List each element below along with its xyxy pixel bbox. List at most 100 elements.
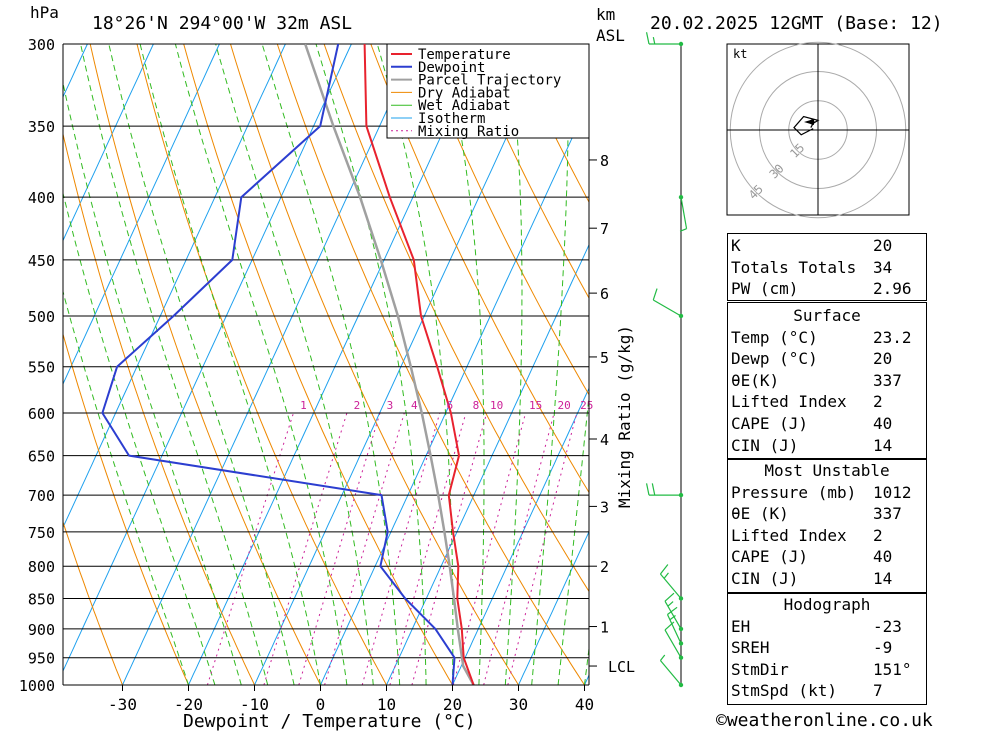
isotherm-line	[63, 44, 286, 529]
isotherm-line	[122, 44, 418, 685]
temperature-tick-label: 0	[316, 695, 326, 714]
dry-adiabat-line	[370, 44, 589, 494]
footer-site[interactable]: weatheronline.co.uk	[726, 710, 933, 731]
wind-barb-dot	[678, 492, 684, 498]
mixing-ratio-label: 8	[473, 399, 480, 412]
wind-barb-feather	[645, 483, 650, 496]
height-tick-label: 3	[600, 498, 609, 516]
stmdir-label: StmDir	[731, 659, 789, 679]
wind-barb-feather	[651, 483, 656, 496]
eh-label: EH	[731, 616, 751, 636]
mu-pressure-label: Pressure (mb)	[731, 482, 857, 502]
dry-adiabat-line	[229, 44, 519, 685]
mu-cin-label: CIN (J)	[731, 568, 799, 588]
stmspd-value: 7	[873, 681, 883, 701]
isotherm-line	[254, 44, 550, 685]
sreh-label: SREH	[731, 638, 770, 658]
pressure-tick-label: 800	[28, 558, 55, 576]
mu-cin-value: 14	[873, 568, 893, 588]
pw-label: PW (cm)	[731, 279, 799, 299]
wet-adiabat-line	[442, 44, 485, 685]
pressure-tick-label: 350	[28, 118, 55, 136]
k-index-label: K	[731, 236, 741, 255]
copyright-icon: ©	[716, 710, 727, 731]
surface-dewp-label: Dewp (°C)	[731, 349, 818, 369]
surface-thetae-value: 337	[873, 370, 902, 390]
mixing-ratio-label: 1	[300, 399, 307, 412]
dry-adiabat-line	[136, 44, 387, 685]
isotherm-lines	[63, 44, 589, 685]
dry-adiabat-line	[417, 44, 589, 396]
isotherm-line	[63, 44, 220, 386]
height-tick-label: 1	[600, 619, 609, 637]
wind-barb-feather	[659, 564, 669, 575]
most-unstable-table: Most Unstable Pressure (mb) 1012 θE (K) 33…	[727, 460, 927, 590]
surface-temp-value: 23.2	[873, 327, 912, 347]
wind-barb-feather	[652, 37, 656, 45]
wind-barb-dot	[678, 596, 684, 601]
wind-barb-feather	[669, 615, 676, 621]
dry-adiabat-line	[0, 0, 57, 685]
isobar-lines	[63, 43, 589, 686]
surface-table: Surface Temp (°C) 23.2 Dewp (°C) 20 θE(K) 3…	[727, 305, 927, 456]
chart-datetime: 20.02.2025 12GMT (Base: 12)	[650, 13, 943, 34]
dry-adiabat-lines	[0, 0, 589, 685]
wet-adiabat-line	[80, 44, 269, 685]
wind-barb-dot	[678, 194, 684, 200]
pressure-tick-label: 700	[28, 487, 55, 505]
wind-barbs	[645, 32, 688, 688]
wind-barb-dot	[678, 655, 684, 660]
wind-barb-feather	[663, 572, 669, 579]
wet-adiabat-line	[504, 44, 523, 685]
mixing-ratio-line	[411, 412, 488, 685]
hodograph-stats-table: Hodograph EH -23 SREH -9 StmDir 151° StmSpd…	[727, 594, 927, 702]
pressure-tick-label: 400	[28, 189, 55, 207]
legend-item: Mixing Ratio	[418, 124, 519, 140]
wind-barb-feather	[679, 228, 687, 232]
mu-cape-label: CAPE (J)	[731, 547, 809, 567]
surface-li-label: Lifted Index	[731, 392, 847, 412]
height-tick-label: 8	[600, 152, 609, 170]
surface-dewp-value: 20	[873, 349, 893, 369]
mixing-ratio-line	[507, 412, 578, 685]
legend-item: Dry Adiabat	[418, 85, 511, 101]
wind-barb	[664, 629, 682, 658]
mixing-ratio-label: 3	[387, 399, 394, 412]
wet-adiabat-line	[63, 289, 189, 685]
dewpoint-line	[101, 44, 456, 685]
height-tick-label: 2	[600, 558, 609, 576]
height-tick-label: LCL	[608, 658, 635, 676]
indices-block	[727, 233, 927, 301]
wind-barb-feather	[664, 592, 675, 602]
wet-adiabat-line	[174, 44, 348, 685]
pressure-tick-label: 300	[28, 36, 55, 54]
temperature-tick-label: 10	[377, 695, 396, 714]
dry-adiabat-line	[63, 132, 255, 685]
wind-barb	[659, 660, 682, 686]
pressure-tick-label: 550	[28, 359, 55, 377]
totals-totals-value: 34	[873, 257, 893, 277]
mixing-ratio-label: 4	[411, 399, 418, 412]
wind-barb-dot	[678, 641, 684, 646]
dry-adiabat-line	[183, 44, 453, 685]
pressure-tick-label: 750	[28, 524, 55, 542]
most-unstable-block	[727, 459, 927, 593]
most-unstable-title: Most Unstable	[764, 461, 890, 480]
mu-cape-value: 40	[873, 547, 893, 567]
wet-adiabat-line	[139, 44, 321, 685]
parcel-trajectory-line	[304, 44, 475, 685]
temperature-tick-label: 30	[509, 695, 528, 714]
temperature-tick-label: 20	[443, 695, 462, 714]
wind-barb-feather	[652, 288, 658, 301]
wind-barb-feather	[664, 621, 675, 631]
surface-title: Surface	[793, 306, 861, 325]
totals-totals-label: Totals Totals	[731, 257, 857, 277]
pressure-tick-label: 850	[28, 590, 55, 608]
stmspd-label: StmSpd (kt)	[731, 681, 837, 701]
wind-barb	[652, 299, 682, 317]
mu-li-value: 2	[873, 525, 883, 545]
mixing-ratio-line	[483, 412, 555, 685]
wind-barb-feather	[667, 601, 674, 607]
